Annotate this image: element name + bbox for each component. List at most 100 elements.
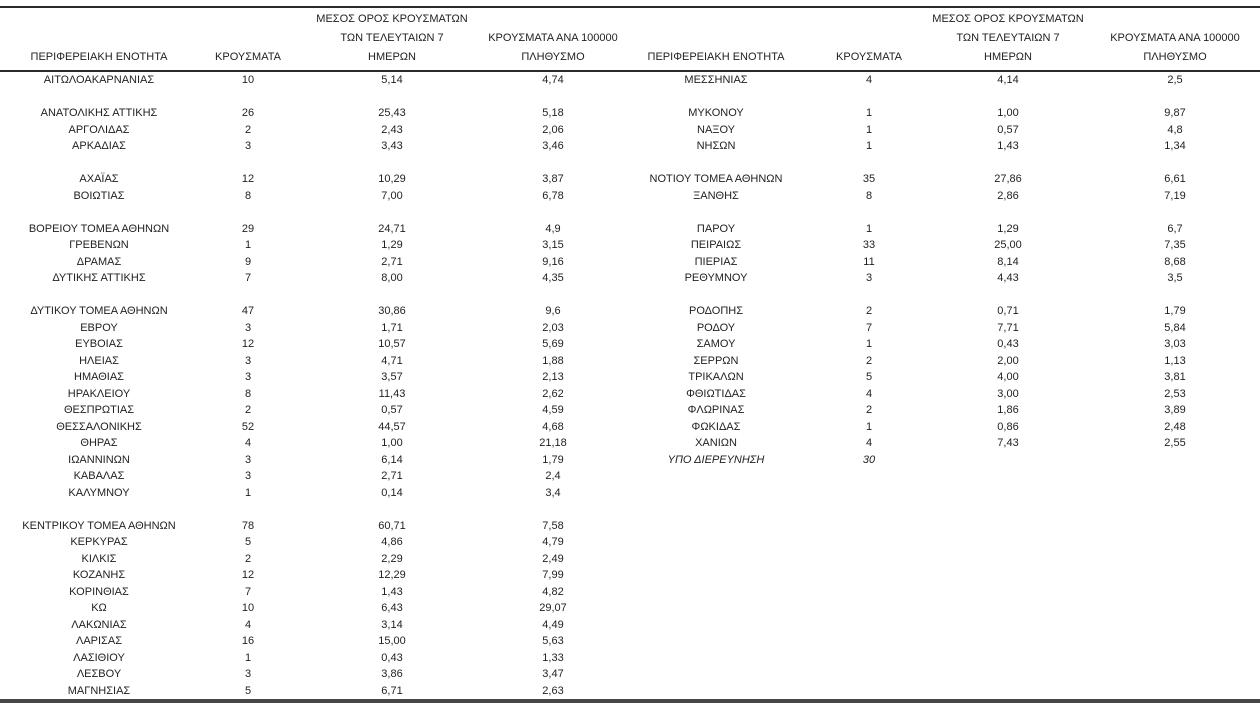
right-region-cell bbox=[620, 155, 812, 172]
left-per100k-cell: 7,58 bbox=[542, 519, 564, 532]
right-cases-cell: 30 bbox=[862, 453, 876, 466]
right-avg7-cell: 2,86 bbox=[997, 189, 1019, 202]
left-region-cell bbox=[0, 155, 198, 172]
header-label: ΤΩΝ ΤΕΛΕΥΤΑΙΩΝ 7 bbox=[956, 32, 1060, 44]
left-region-cell: ΛΑΚΩΝΙΑΣ bbox=[71, 618, 127, 631]
left-cases-cell: 10 bbox=[241, 74, 255, 86]
left-avg7-cell: 3,14 bbox=[381, 618, 403, 631]
right-cases-header: ΚΡΟΥΣΜΑΤΑ bbox=[812, 8, 926, 71]
left-cases-cell: 78 bbox=[241, 519, 255, 532]
header-label: ΤΩΝ ΤΕΛΕΥΤΑΙΩΝ 7 bbox=[340, 32, 444, 44]
right-avg7-cell: 3,00 bbox=[997, 387, 1019, 400]
right-region-cell bbox=[620, 633, 812, 650]
covid-regional-units-table: ΠΕΡΙΦΕΡΕΙΑΚΗ ΕΝΟΤΗΤΑ ΚΡΟΥΣΜΑΤΑ ΜΕΣΟΣ ΟΡΟ… bbox=[0, 8, 1260, 703]
right-cases-cell: 4 bbox=[865, 437, 873, 449]
right-cases-cell: 4 bbox=[865, 74, 873, 86]
right-per100k-cell: 1,34 bbox=[1164, 140, 1186, 152]
right-region-cell: ΝΑΞΟΥ bbox=[697, 123, 735, 136]
right-avg7-cell bbox=[926, 666, 1090, 683]
right-region-cell: ΡΕΘΥΜΝΟΥ bbox=[684, 272, 748, 284]
right-avg7-cell bbox=[926, 287, 1090, 304]
right-avg7-cell: 27,86 bbox=[994, 173, 1022, 185]
left-cases-cell: 3 bbox=[244, 371, 252, 383]
left-cases-cell: 1 bbox=[244, 486, 252, 499]
table-body: ΑΙΤΩΛΟΑΚΑΡΝΑΝΙΑΣ 10 5,14 4,74 ΜΕΣΣΗΝΙΑΣ 4 4,14… bbox=[0, 71, 1260, 701]
left-per100k-cell: 9,16 bbox=[542, 255, 564, 268]
left-per100k-header: ΚΡΟΥΣΜΑΤΑ ΑΝΑ 100000 ΠΛΗΘΥΣΜΟ bbox=[486, 8, 620, 71]
right-per100k-cell bbox=[1090, 287, 1260, 304]
table-row: ΗΜΑΘΙΑΣ 3 3,57 2,13 ΤΡΙΚΑΛΩΝ 5 4,00 3,81 bbox=[0, 369, 1260, 386]
left-avg7-cell: 10,57 bbox=[378, 338, 406, 350]
right-cases-cell bbox=[812, 534, 926, 551]
right-avg7-cell: 1,00 bbox=[997, 107, 1019, 119]
table-row: ΔΥΤΙΚΟΥ ΤΟΜΕΑ ΑΘΗΝΩΝ 47 30,86 9,6 ΡΟΔΟΠΗΣ 2 0,… bbox=[0, 303, 1260, 320]
table-row: ΚΕΡΚΥΡΑΣ 5 4,86 4,79 bbox=[0, 534, 1260, 551]
right-region-cell: ΣΑΜΟΥ bbox=[696, 338, 736, 350]
right-per100k-cell: 8,68 bbox=[1164, 255, 1186, 268]
left-avg7-cell: 24,71 bbox=[378, 222, 406, 235]
right-cases-cell: 2 bbox=[865, 354, 873, 367]
right-region-cell bbox=[620, 89, 812, 106]
left-region-cell: ΔΥΤΙΚΗΣ ΑΤΤΙΚΗΣ bbox=[52, 272, 146, 284]
left-cases-cell: 4 bbox=[244, 618, 252, 631]
left-region-cell: ΗΡΑΚΛΕΙΟΥ bbox=[67, 387, 131, 400]
right-region-cell: ΤΡΙΚΑΛΩΝ bbox=[688, 371, 744, 383]
right-avg7-cell bbox=[926, 650, 1090, 667]
left-per100k-cell bbox=[486, 204, 620, 221]
right-per100k-cell bbox=[1090, 584, 1260, 601]
right-avg7-cell bbox=[926, 534, 1090, 551]
table-row bbox=[0, 501, 1260, 518]
right-region-cell bbox=[620, 468, 812, 485]
right-avg7-cell: 1,43 bbox=[997, 140, 1019, 152]
left-per100k-cell: 29,07 bbox=[539, 602, 567, 614]
report-table-sheet: ΠΕΡΙΦΕΡΕΙΑΚΗ ΕΝΟΤΗΤΑ ΚΡΟΥΣΜΑΤΑ ΜΕΣΟΣ ΟΡΟ… bbox=[0, 6, 1260, 703]
left-cases-cell: 2 bbox=[244, 123, 252, 136]
left-region-cell: ΚΕΡΚΥΡΑΣ bbox=[70, 536, 128, 548]
table-row: ΑΡΓΟΛΙΔΑΣ 2 2,43 2,06 ΝΑΞΟΥ 1 0,57 4,8 bbox=[0, 122, 1260, 139]
right-avg7-cell: 1,29 bbox=[997, 222, 1019, 235]
left-region-cell bbox=[0, 89, 198, 106]
table-row: ΔΥΤΙΚΗΣ ΑΤΤΙΚΗΣ 7 8,00 4,35 ΡΕΘΥΜΝΟΥ 3 4,43 3,5 bbox=[0, 270, 1260, 287]
right-region-cell: ΦΛΩΡΙΝΑΣ bbox=[687, 404, 745, 416]
right-cases-cell bbox=[812, 666, 926, 683]
right-per100k-cell bbox=[1090, 683, 1260, 702]
table-row: ΑΧΑΪΑΣ 12 10,29 3,87 ΝΟΤΙΟΥ ΤΟΜΕΑ ΑΘΗΝΩΝ 35 27… bbox=[0, 171, 1260, 188]
table-row bbox=[0, 204, 1260, 221]
table-row: ΓΡΕΒΕΝΩΝ 1 1,29 3,15 ΠΕΙΡΑΙΩΣ 33 25,00 7,35 bbox=[0, 237, 1260, 254]
left-cases-cell: 2 bbox=[244, 404, 252, 416]
right-cases-cell: 1 bbox=[865, 123, 873, 136]
right-cases-cell: 11 bbox=[863, 255, 875, 268]
left-per100k-cell: 6,78 bbox=[542, 189, 564, 202]
right-avg7-cell: 8,14 bbox=[997, 255, 1019, 268]
left-per100k-cell bbox=[486, 89, 620, 106]
left-per100k-cell: 1,88 bbox=[542, 354, 564, 367]
table-row: ΘΗΡΑΣ 4 1,00 21,18 ΧΑΝΙΩΝ 4 7,43 2,55 bbox=[0, 435, 1260, 452]
left-avg7-cell bbox=[298, 501, 486, 518]
right-cases-cell: 4 bbox=[865, 387, 873, 400]
right-region-cell bbox=[620, 666, 812, 683]
table-row: ΑΙΤΩΛΟΑΚΑΡΝΑΝΙΑΣ 10 5,14 4,74 ΜΕΣΣΗΝΙΑΣ 4 4,14… bbox=[0, 71, 1260, 89]
right-per100k-cell: 1,79 bbox=[1164, 305, 1186, 317]
left-cases-cell: 9 bbox=[244, 255, 252, 268]
left-avg7-cell bbox=[298, 287, 486, 304]
left-per100k-cell: 4,82 bbox=[542, 585, 564, 598]
table-row: ΚΙΛΚΙΣ 2 2,29 2,49 bbox=[0, 551, 1260, 568]
left-cases-cell: 52 bbox=[241, 420, 255, 433]
left-cases-cell bbox=[198, 155, 298, 172]
left-per100k-cell: 1,33 bbox=[542, 651, 564, 664]
left-region-cell: ΜΑΓΝΗΣΙΑΣ bbox=[67, 684, 131, 697]
left-region-cell: ΘΗΡΑΣ bbox=[80, 437, 118, 449]
right-per100k-cell bbox=[1090, 567, 1260, 584]
left-per100k-cell: 2,13 bbox=[542, 371, 564, 383]
left-per100k-cell: 2,63 bbox=[542, 684, 564, 697]
right-cases-cell bbox=[812, 617, 926, 634]
right-cases-cell: 8 bbox=[865, 189, 873, 202]
left-per100k-cell: 21,18 bbox=[539, 437, 567, 449]
left-cases-cell: 12 bbox=[241, 173, 255, 185]
right-cases-cell: 1 bbox=[865, 222, 873, 235]
right-cases-cell: 1 bbox=[865, 338, 873, 350]
left-avg7-cell: 12,29 bbox=[378, 569, 406, 581]
right-avg7-cell bbox=[926, 600, 1090, 617]
right-region-cell bbox=[620, 534, 812, 551]
table-row: ΛΑΡΙΣΑΣ 16 15,00 5,63 bbox=[0, 633, 1260, 650]
